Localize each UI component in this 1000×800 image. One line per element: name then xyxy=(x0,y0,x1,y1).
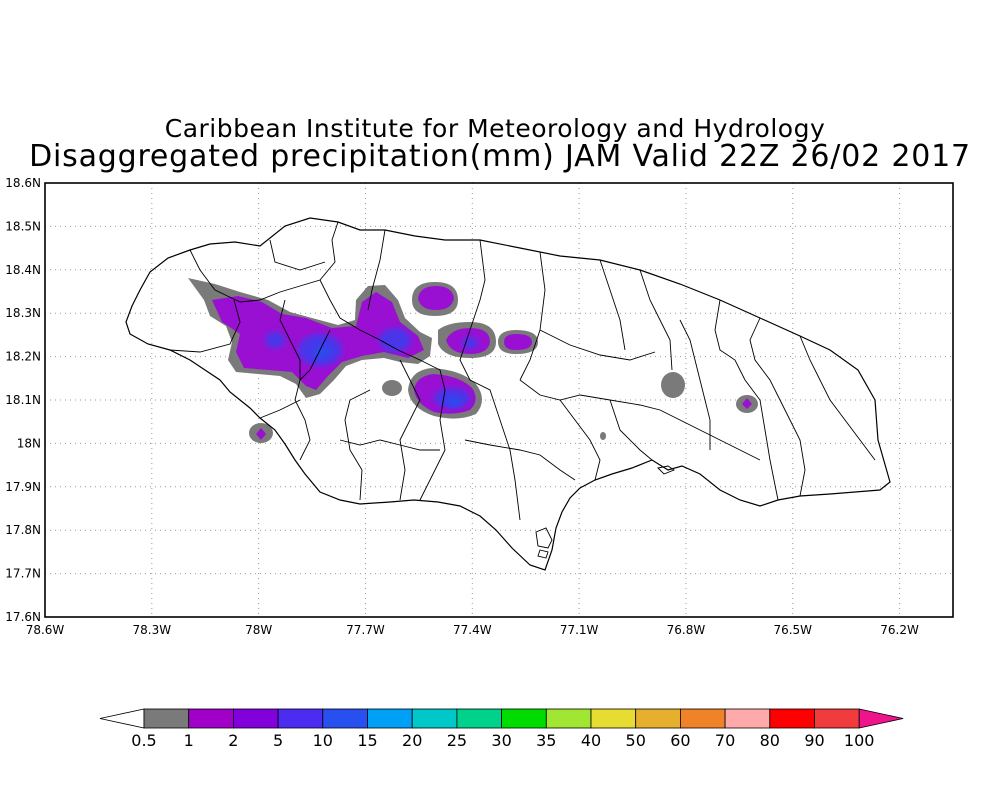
precip-blue15-core2 xyxy=(446,397,462,407)
precip-purple-islet xyxy=(418,286,454,310)
lat-tick-label: 17.9N xyxy=(5,480,41,494)
colorbar-under-arrow xyxy=(99,708,145,729)
lat-tick-labels: 18.6N 18.5N 18.4N 18.3N 18.2N 18.1N 18N 17.9N 17… xyxy=(5,176,41,624)
coastal-islets xyxy=(535,465,675,559)
lat-tick-label: 17.8N xyxy=(5,523,41,537)
colorbar: 0.5 1 2 5 10 15 20 25 30 35 40 50 60 70 80 90 100 xyxy=(99,708,904,750)
precip-blue15-core1 xyxy=(313,345,331,359)
precip-field xyxy=(188,278,758,443)
colorbar-swatch xyxy=(367,708,413,729)
colorbar-swatch xyxy=(724,708,771,729)
colorbar-label: 2 xyxy=(228,731,238,750)
colorbar-over-arrow xyxy=(858,708,904,729)
colorbar-swatch xyxy=(590,708,637,729)
colorbar-label: 5 xyxy=(273,731,283,750)
colorbar-label: 10 xyxy=(313,731,333,750)
lat-tick-label: 18.6N xyxy=(5,176,41,190)
colorbar-label: 25 xyxy=(447,731,467,750)
lon-tick-label: 76.8W xyxy=(667,623,706,637)
colorbar-label: 40 xyxy=(581,731,601,750)
lon-tick-label: 77.7W xyxy=(346,623,385,637)
colorbar-swatch xyxy=(769,708,815,729)
colorbar-label: 80 xyxy=(760,731,780,750)
colorbar-label: 50 xyxy=(626,731,646,750)
lon-tick-label: 76.5W xyxy=(773,623,812,637)
precip-halo-east1 xyxy=(661,372,685,398)
colorbar-swatch xyxy=(232,708,279,729)
precip-blue-layer xyxy=(265,328,478,408)
colorbar-label: 100 xyxy=(844,731,875,750)
lon-tick-label: 77.1W xyxy=(560,623,599,637)
colorbar-swatch xyxy=(456,708,502,729)
precip-purple-dot1 xyxy=(256,428,266,440)
lat-tick-label: 18.4N xyxy=(5,263,41,277)
lat-tick-label: 18.1N xyxy=(5,393,41,407)
colorbar-swatch xyxy=(635,708,681,729)
lon-tick-label: 78.6W xyxy=(26,623,65,637)
lat-tick-label: 18.3N xyxy=(5,306,41,320)
precip-halo-dot1 xyxy=(382,380,402,396)
colorbar-label: 30 xyxy=(491,731,511,750)
colorbar-swatch xyxy=(277,708,324,729)
precip-halo-east3 xyxy=(600,432,606,440)
colorbar-swatch xyxy=(322,708,368,729)
colorbar-label: 1 xyxy=(184,731,194,750)
precip-blue-core5 xyxy=(265,332,285,348)
lon-tick-label: 78.3W xyxy=(133,623,172,637)
colorbar-label: 0.5 xyxy=(131,731,156,750)
chart-title: Caribbean Institute for Meteorology and … xyxy=(164,114,826,143)
colorbar-swatch xyxy=(814,708,860,729)
colorbar-swatch xyxy=(143,708,190,729)
precip-purple-dot2 xyxy=(742,398,752,409)
colorbar-label: 35 xyxy=(536,731,556,750)
precip-blue-core2 xyxy=(379,328,411,352)
colorbar-label: 70 xyxy=(715,731,735,750)
colorbar-swatch xyxy=(411,708,458,729)
colorbar-label: 60 xyxy=(670,731,690,750)
parish-boundaries xyxy=(169,221,876,521)
lon-tick-label: 77.4W xyxy=(453,623,492,637)
colorbar-swatch xyxy=(545,708,592,729)
colorbar-label: 90 xyxy=(804,731,824,750)
colorbar-label: 20 xyxy=(402,731,422,750)
lat-tick-label: 18.2N xyxy=(5,350,41,364)
precip-purple-small xyxy=(504,334,532,350)
grid-lines xyxy=(45,183,953,617)
lat-tick-label: 17.6N xyxy=(5,610,41,624)
jamaica-coastline xyxy=(125,217,891,571)
colorbar-swatch xyxy=(501,708,547,729)
lat-tick-label: 17.7N xyxy=(5,567,41,581)
lat-tick-label: 18N xyxy=(17,436,41,450)
lon-tick-label: 76.2W xyxy=(880,623,919,637)
map-frame xyxy=(44,182,954,618)
colorbar-swatch xyxy=(188,708,234,729)
chart-subtitle: Disaggregated precipitation(mm) JAM Vali… xyxy=(29,139,971,174)
lon-tick-labels: 78.6W 78.3W 78W 77.7W 77.4W 77.1W 76.8W 76.5W 76… xyxy=(26,623,919,637)
lon-tick-label: 78W xyxy=(245,623,272,637)
colorbar-swatch xyxy=(680,708,726,729)
lat-tick-label: 18.5N xyxy=(5,219,41,233)
precip-purple-layer xyxy=(212,286,752,440)
colorbar-label: 15 xyxy=(357,731,377,750)
precip-blue-core4 xyxy=(462,337,478,349)
